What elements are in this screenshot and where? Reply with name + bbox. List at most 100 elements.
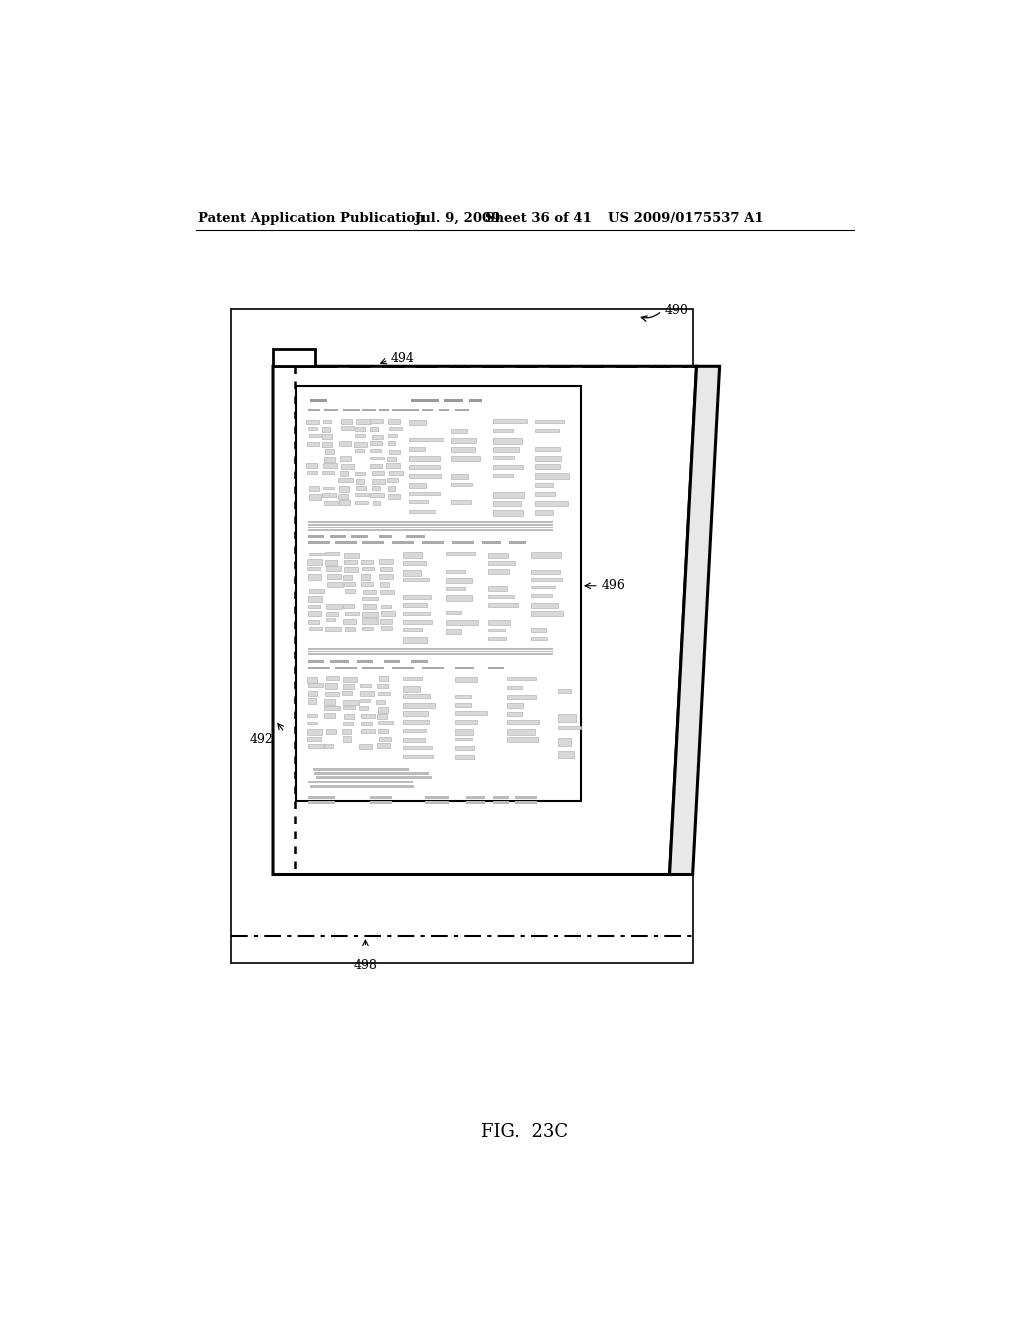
Bar (536, 492, 555, 496)
Bar (359, 698, 371, 702)
Bar (422, 541, 444, 544)
Text: 498: 498 (353, 960, 378, 973)
Bar (558, 738, 571, 746)
Bar (451, 500, 471, 504)
Bar (308, 690, 316, 696)
Bar (494, 420, 526, 424)
Bar (370, 441, 382, 445)
Bar (338, 478, 352, 483)
Bar (371, 796, 392, 799)
Bar (360, 560, 373, 564)
Bar (377, 684, 388, 688)
Bar (379, 560, 392, 564)
Bar (558, 714, 577, 722)
Bar (371, 492, 384, 496)
Bar (403, 747, 432, 750)
Bar (372, 479, 385, 484)
Bar (355, 494, 370, 496)
Bar (403, 595, 431, 599)
Bar (362, 597, 378, 601)
Bar (356, 660, 373, 663)
Bar (469, 400, 482, 401)
Bar (308, 660, 324, 663)
Bar (530, 636, 547, 640)
Bar (323, 487, 334, 490)
Text: Sheet 36 of 41: Sheet 36 of 41 (484, 213, 592, 224)
Bar (451, 429, 468, 433)
Bar (327, 574, 341, 578)
Bar (403, 702, 435, 709)
Bar (384, 660, 400, 663)
Bar (315, 776, 432, 779)
Text: 494: 494 (391, 352, 415, 366)
Bar (392, 409, 409, 412)
Bar (536, 465, 560, 470)
Bar (308, 648, 553, 649)
Bar (488, 638, 506, 640)
Bar (324, 457, 336, 462)
Bar (327, 676, 339, 680)
Bar (339, 500, 349, 504)
Bar (307, 714, 316, 717)
Bar (326, 605, 342, 610)
Text: 492: 492 (250, 733, 273, 746)
Bar (325, 698, 335, 705)
Bar (381, 611, 395, 616)
Bar (308, 574, 322, 579)
Bar (344, 560, 357, 565)
Bar (488, 594, 514, 598)
Bar (445, 611, 462, 614)
Bar (388, 494, 400, 499)
Bar (307, 605, 319, 609)
Bar (371, 457, 384, 459)
Bar (355, 471, 366, 475)
Bar (409, 420, 426, 425)
Bar (325, 713, 335, 718)
Bar (370, 428, 379, 432)
Bar (379, 737, 391, 742)
Bar (308, 801, 335, 804)
Bar (389, 471, 402, 475)
Bar (308, 651, 553, 652)
Bar (507, 704, 523, 708)
Bar (409, 447, 425, 450)
Bar (536, 420, 564, 422)
Bar (488, 620, 510, 624)
Bar (372, 434, 383, 440)
Bar (362, 612, 378, 618)
Bar (403, 603, 427, 607)
Text: FIG.  23C: FIG. 23C (481, 1123, 568, 1142)
Bar (392, 541, 414, 544)
Bar (308, 428, 317, 430)
Bar (466, 796, 485, 799)
Bar (380, 590, 394, 594)
Bar (356, 479, 364, 484)
Bar (230, 309, 692, 964)
Bar (360, 684, 371, 688)
Bar (308, 780, 413, 783)
Bar (327, 582, 342, 586)
Bar (362, 590, 376, 594)
Bar (325, 706, 340, 710)
Bar (403, 694, 430, 698)
Bar (558, 689, 570, 693)
Bar (507, 721, 539, 723)
Bar (339, 486, 349, 491)
Bar (341, 426, 354, 430)
Bar (403, 677, 422, 680)
Bar (324, 744, 333, 748)
Bar (377, 700, 385, 704)
Bar (445, 620, 477, 626)
Bar (409, 438, 442, 441)
Bar (403, 721, 429, 723)
Bar (455, 409, 469, 412)
Bar (361, 568, 374, 570)
Bar (324, 409, 338, 412)
Bar (409, 492, 439, 495)
Bar (307, 560, 323, 565)
Bar (324, 463, 337, 469)
Bar (403, 612, 430, 615)
Bar (326, 552, 339, 556)
Bar (273, 350, 315, 367)
Bar (530, 552, 561, 558)
